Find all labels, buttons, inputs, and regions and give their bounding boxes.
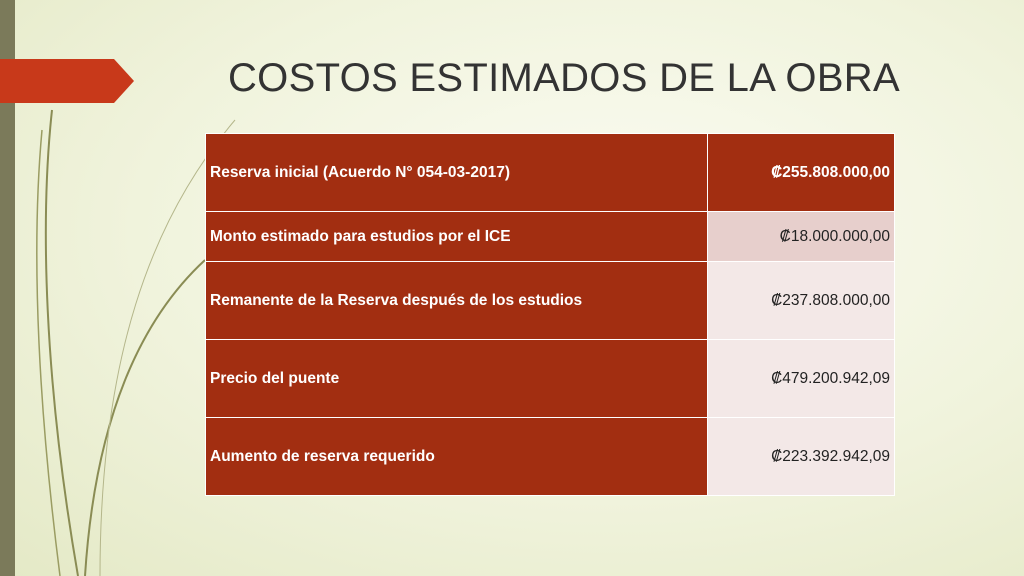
table-row: Monto estimado para estudios por el ICE …: [205, 211, 895, 262]
row-value: ₡479.200.942,09: [707, 339, 895, 418]
row-label: Reserva inicial (Acuerdo N° 054-03-2017): [205, 133, 708, 212]
side-bar: [0, 0, 15, 576]
decorative-stems: [36, 109, 236, 576]
title-arrow-icon: [0, 59, 134, 103]
cost-table: Reserva inicial (Acuerdo N° 054-03-2017)…: [205, 133, 895, 496]
table-row: Precio del puente ₡479.200.942,09: [205, 339, 895, 418]
row-value: ₡18.000.000,00: [707, 211, 895, 262]
table-row: Reserva inicial (Acuerdo N° 054-03-2017)…: [205, 133, 895, 212]
row-label: Monto estimado para estudios por el ICE: [205, 211, 708, 262]
page-title: COSTOS ESTIMADOS DE LA OBRA: [228, 56, 900, 100]
table-row: Aumento de reserva requerido ₡223.392.94…: [205, 417, 895, 496]
table-row: Remanente de la Reserva después de los e…: [205, 261, 895, 340]
row-value: ₡237.808.000,00: [707, 261, 895, 340]
row-label: Precio del puente: [205, 339, 708, 418]
row-value: ₡223.392.942,09: [707, 417, 895, 496]
row-value: ₡255.808.000,00: [707, 133, 895, 212]
row-label: Remanente de la Reserva después de los e…: [205, 261, 708, 340]
row-label: Aumento de reserva requerido: [205, 417, 708, 496]
